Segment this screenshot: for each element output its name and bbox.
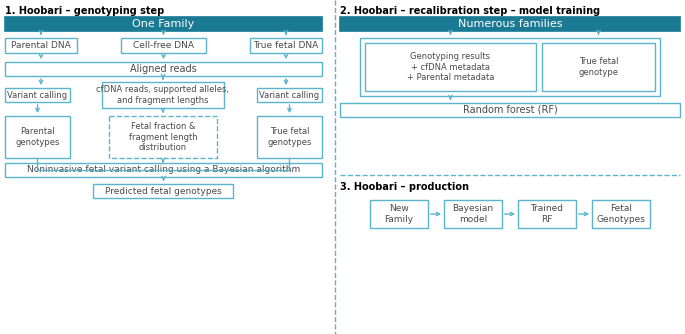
Text: Aligned reads: Aligned reads bbox=[130, 64, 197, 74]
Bar bbox=[257, 116, 322, 158]
Bar bbox=[518, 200, 576, 228]
Bar bbox=[109, 116, 217, 158]
Text: True fetal DNA: True fetal DNA bbox=[253, 41, 319, 50]
Text: One Family: One Family bbox=[132, 19, 195, 29]
Bar bbox=[5, 116, 70, 158]
Bar bbox=[542, 43, 655, 91]
Text: Parental
genotypes: Parental genotypes bbox=[15, 127, 60, 147]
Text: Variant calling: Variant calling bbox=[8, 91, 68, 100]
Bar bbox=[5, 88, 70, 102]
Text: 3. Hoobari – production: 3. Hoobari – production bbox=[340, 182, 469, 192]
Text: Trained
RF: Trained RF bbox=[530, 204, 564, 224]
Bar bbox=[102, 82, 224, 108]
Bar bbox=[5, 38, 77, 53]
Bar bbox=[257, 88, 322, 102]
Bar bbox=[5, 17, 322, 31]
Text: True fetal
genotype: True fetal genotype bbox=[579, 57, 619, 77]
Bar bbox=[340, 17, 680, 31]
Text: Fetal fraction &
fragment length
distribution: Fetal fraction & fragment length distrib… bbox=[129, 122, 197, 152]
Bar bbox=[370, 200, 428, 228]
Text: Cell-free DNA: Cell-free DNA bbox=[133, 41, 194, 50]
Text: cfDNA reads, supported alleles,
and fragment lengths: cfDNA reads, supported alleles, and frag… bbox=[97, 85, 229, 105]
Bar bbox=[365, 43, 536, 91]
Text: Noninvasive fetal variant calling using a Bayesian algorithm: Noninvasive fetal variant calling using … bbox=[27, 166, 300, 174]
Text: Parental DNA: Parental DNA bbox=[11, 41, 71, 50]
Bar bbox=[340, 103, 680, 117]
Text: New
Family: New Family bbox=[384, 204, 414, 224]
Bar bbox=[5, 163, 322, 177]
Text: Bayesian
model: Bayesian model bbox=[452, 204, 494, 224]
Bar bbox=[5, 62, 322, 76]
Bar bbox=[592, 200, 650, 228]
Text: 2. Hoobari – recalibration step – model training: 2. Hoobari – recalibration step – model … bbox=[340, 6, 600, 16]
Text: Genotyping results
+ cfDNA metadata
+ Parental metadata: Genotyping results + cfDNA metadata + Pa… bbox=[407, 52, 494, 82]
Text: Variant calling: Variant calling bbox=[260, 91, 320, 100]
Bar bbox=[360, 38, 660, 96]
Text: True fetal
genotypes: True fetal genotypes bbox=[267, 127, 312, 147]
Bar bbox=[93, 184, 233, 198]
Text: Fetal
Genotypes: Fetal Genotypes bbox=[597, 204, 645, 224]
Text: Random forest (RF): Random forest (RF) bbox=[462, 105, 558, 115]
Bar bbox=[121, 38, 206, 53]
Bar bbox=[444, 200, 502, 228]
Text: 1. Hoobari – genotyping step: 1. Hoobari – genotyping step bbox=[5, 6, 164, 16]
Text: Predicted fetal genotypes: Predicted fetal genotypes bbox=[105, 186, 221, 195]
Text: Numerous families: Numerous families bbox=[458, 19, 562, 29]
Bar bbox=[250, 38, 322, 53]
